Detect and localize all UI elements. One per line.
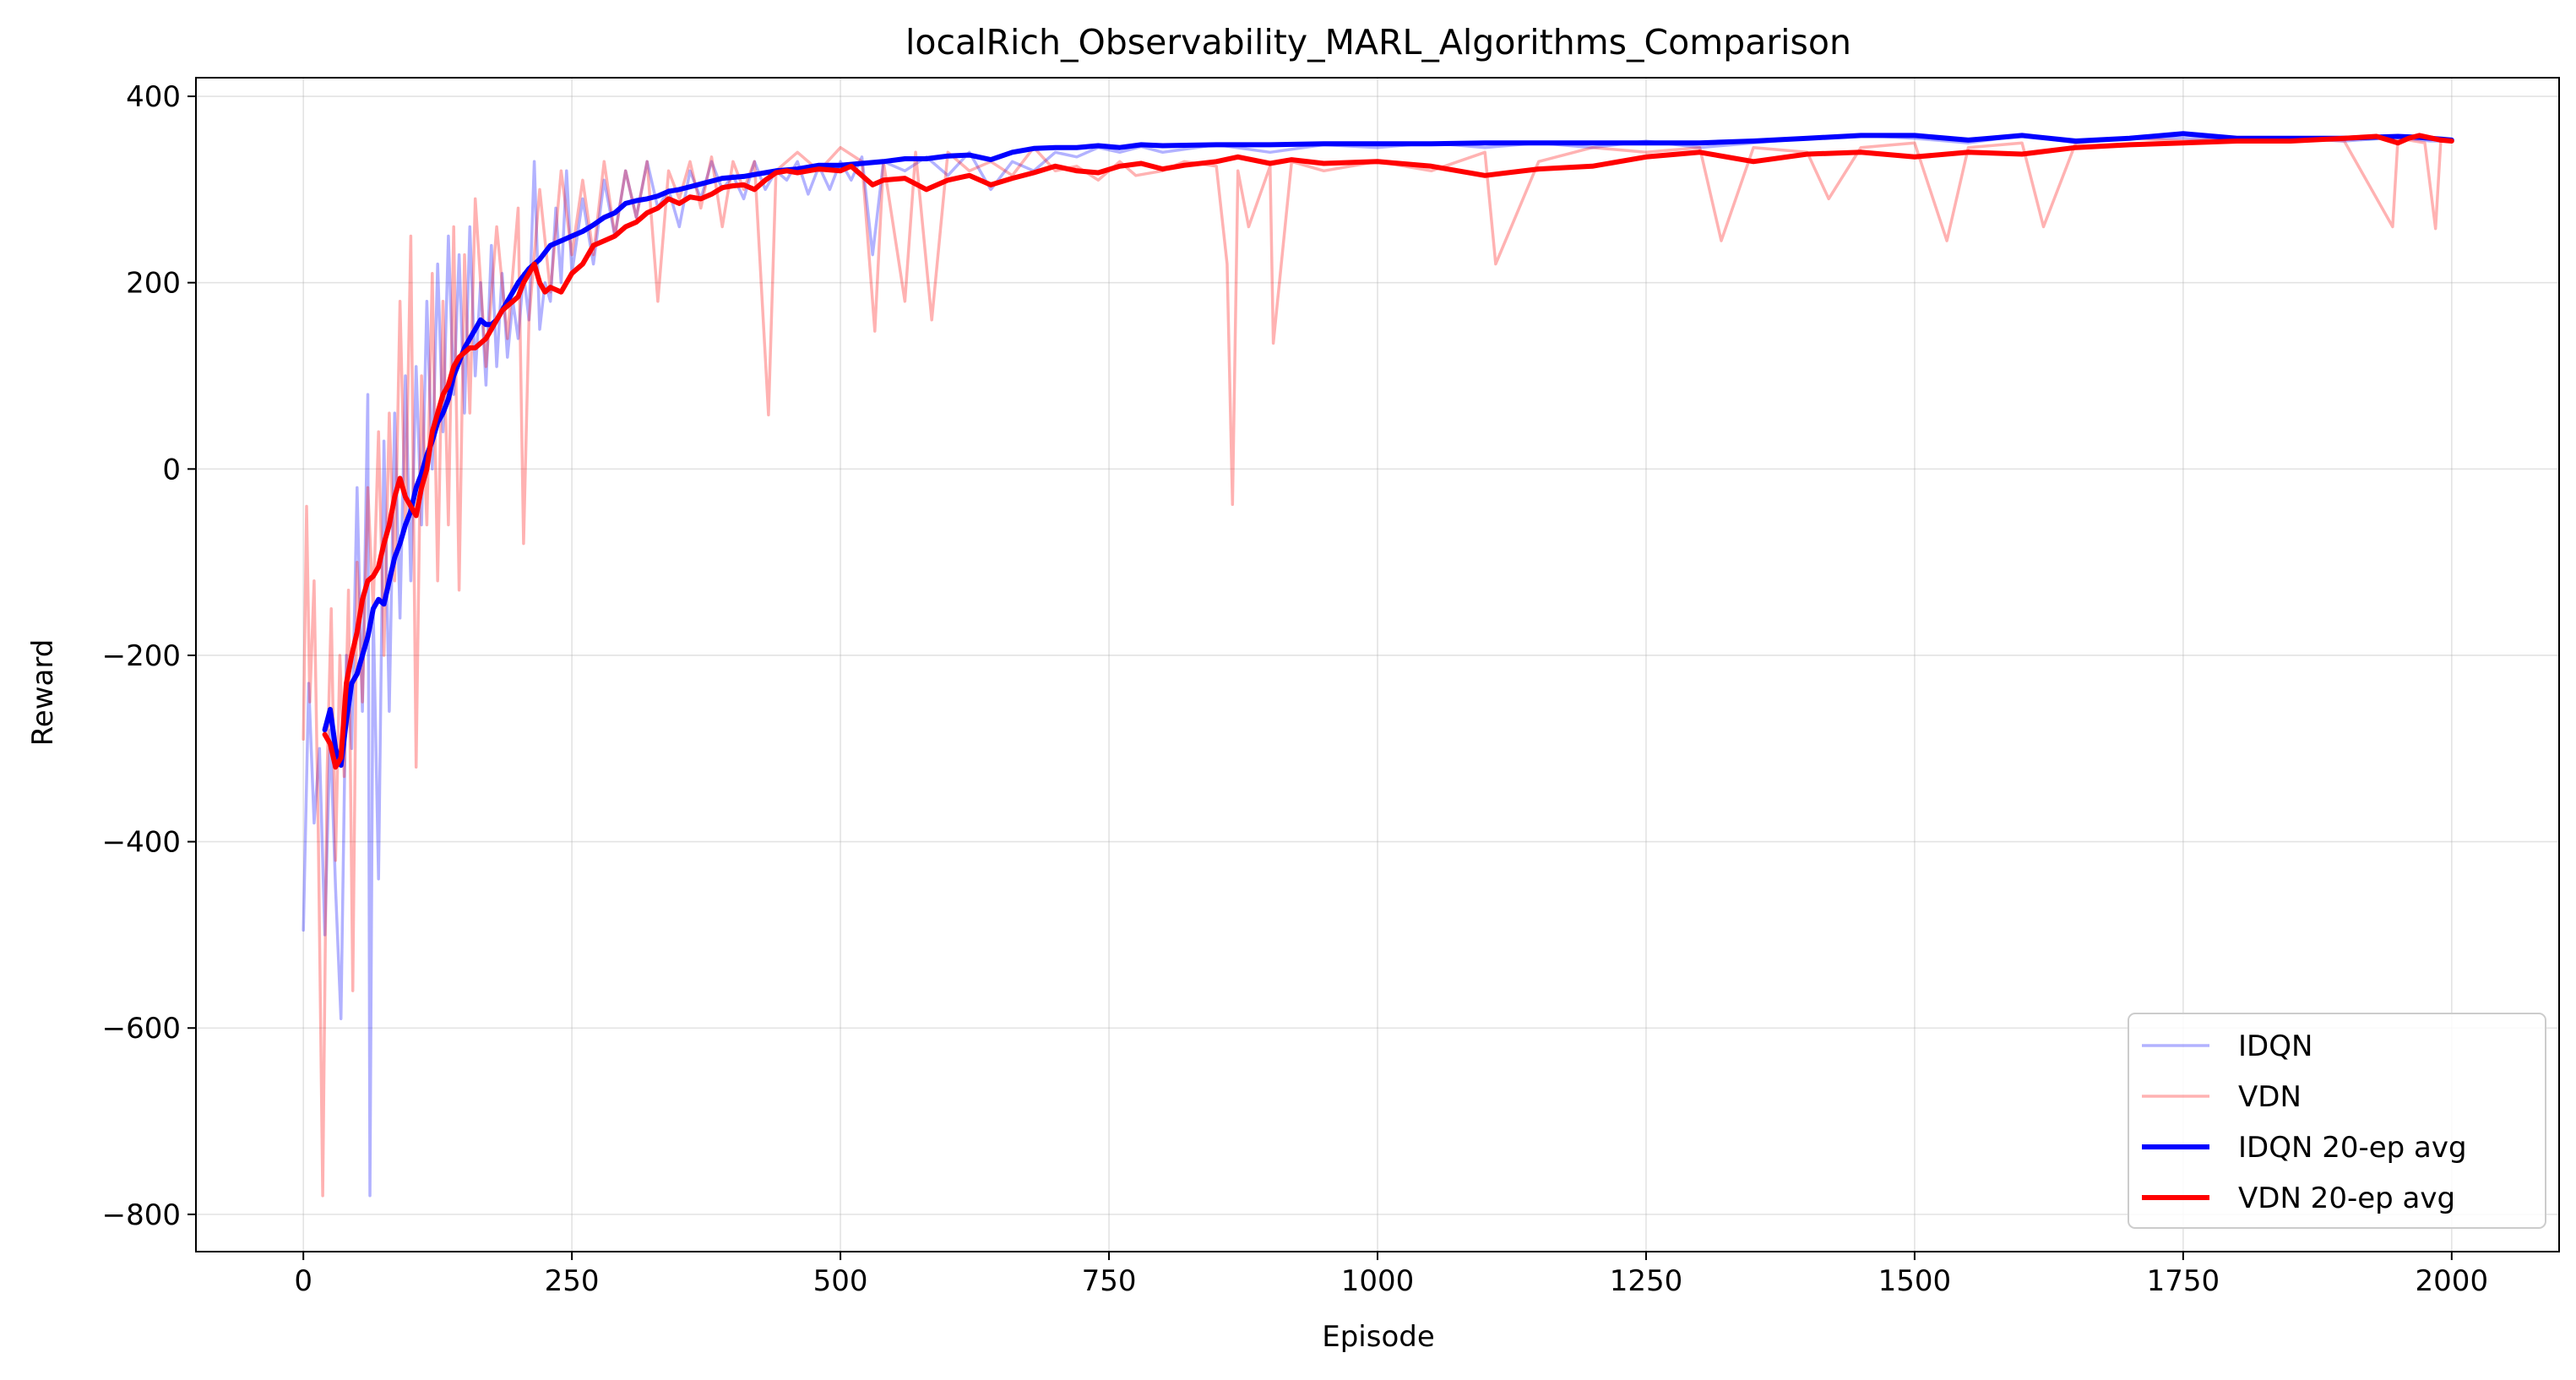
legend-label: VDN 20-ep avg (2238, 1182, 2455, 1215)
x-tick-label: 500 (813, 1264, 868, 1298)
legend-box (2128, 1013, 2546, 1229)
series-lines (302, 131, 2454, 1198)
legend-label: IDQN (2238, 1030, 2312, 1063)
y-tick-label: 0 (162, 453, 181, 486)
series-line-4 (322, 133, 2454, 770)
y-axis-title: Reward (26, 639, 60, 747)
y-tick-label: 400 (126, 80, 181, 114)
y-tick-label: −200 (102, 639, 181, 673)
x-tick-label: 1000 (1341, 1264, 1415, 1298)
x-tick-label: 1500 (1878, 1264, 1952, 1298)
x-tick-label: 1750 (2147, 1264, 2220, 1298)
x-axis-title: Episode (1322, 1320, 1435, 1354)
y-tick-label: −400 (102, 826, 181, 860)
legend-label: VDN (2238, 1080, 2302, 1114)
x-tick-label: 750 (1082, 1264, 1137, 1298)
chart-title: localRich_Observability_MARL_Algorithms_… (905, 22, 1851, 62)
y-tick-label: −600 (102, 1012, 181, 1046)
series-line-2 (302, 136, 2454, 1198)
x-tick-label: 2000 (2416, 1264, 2489, 1298)
y-tick-label: 200 (126, 267, 181, 301)
series-line-3 (322, 131, 2454, 769)
y-tick-label: −800 (102, 1198, 181, 1232)
x-tick-label: 1250 (1610, 1264, 1683, 1298)
legend-label: IDQN 20-ep avg (2238, 1131, 2467, 1165)
legend: IDQN VDN IDQN 20-ep avg VDN 20-ep avg (2128, 1013, 2546, 1229)
axis-ticks: 0 250 500 750 1000 1250 1500 1750 2000−800−600−4… (102, 80, 2488, 1298)
x-tick-label: 0 (294, 1264, 312, 1298)
x-tick-label: 250 (545, 1264, 600, 1298)
